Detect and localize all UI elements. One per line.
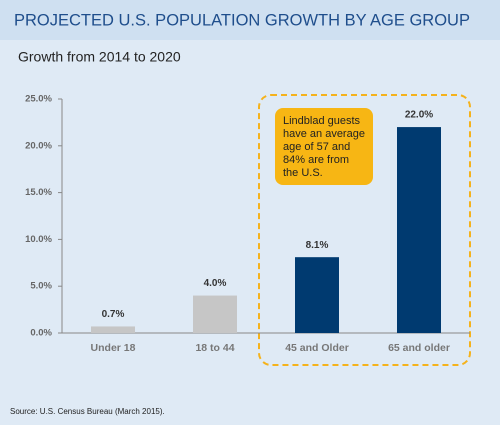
y-tick-label: 0.0% xyxy=(30,328,52,339)
value-label: 8.1% xyxy=(306,240,329,251)
y-tick-label: 25.0% xyxy=(25,94,52,105)
bar xyxy=(91,326,135,333)
highlight-frame xyxy=(258,94,471,366)
chart-title: PROJECTED U.S. POPULATION GROWTH BY AGE … xyxy=(14,11,470,29)
callout-box xyxy=(275,108,373,185)
bar xyxy=(295,257,339,333)
value-label: 4.0% xyxy=(204,278,227,289)
x-tick-label: 65 and older xyxy=(388,342,450,354)
chart-subtitle: Growth from 2014 to 2020 xyxy=(18,49,181,65)
title-band xyxy=(0,0,500,40)
bar xyxy=(193,295,237,333)
callout-text: 84% are from xyxy=(283,154,349,166)
callout-text: age of 57 and xyxy=(283,141,350,153)
y-tick-label: 20.0% xyxy=(25,140,52,151)
bar xyxy=(397,127,441,333)
source-note: Source: U.S. Census Bureau (March 2015). xyxy=(10,407,165,416)
y-tick-label: 10.0% xyxy=(25,234,52,245)
callout-text: Lindblad guests xyxy=(283,115,361,127)
x-tick-label: 45 and Older xyxy=(285,342,349,354)
value-label: 22.0% xyxy=(405,110,433,121)
y-tick-label: 15.0% xyxy=(25,187,52,198)
y-tick-label: 5.0% xyxy=(30,281,52,292)
callout-text: have an average xyxy=(283,128,365,140)
x-tick-label: Under 18 xyxy=(91,342,136,354)
callout-text: the U.S. xyxy=(283,167,323,179)
value-label: 0.7% xyxy=(102,309,125,320)
x-tick-label: 18 to 44 xyxy=(195,342,234,354)
